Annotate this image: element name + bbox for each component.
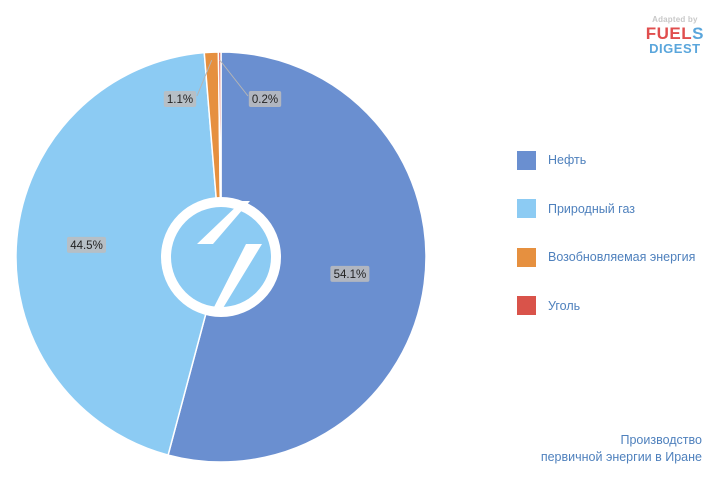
legend-item-natural-gas[interactable]: Природный газ [517,199,695,219]
legend-item-oil[interactable]: Нефть [517,150,695,170]
legend-label-coal: Уголь [548,298,581,313]
legend-swatch-natural-gas [517,199,536,218]
logo-fuel-text: FUELS [646,25,704,42]
legend-swatch-renewable [517,247,536,267]
legend-item-coal[interactable]: Уголь [517,296,695,316]
legend-item-renewable[interactable]: Возобновляемая энергия [517,247,695,267]
pie-slice-natural-gas [15,51,222,456]
caption-line-2: первичной энергии в Иране [540,450,702,464]
legend-label-oil: Нефть [548,153,587,167]
logo-s-letter: S [692,24,704,43]
legend-swatch-oil [517,150,536,170]
logo-digest-text: DIGEST [649,41,701,56]
data-label-bg-oil [330,265,370,282]
logo-adapted-text: Adapted by [652,15,698,24]
bolt-logo-icon [197,201,262,313]
pie-slice-oil [167,51,427,463]
legend-label-renewable: Возобновляемая энергия [548,250,696,264]
fuel-digest-logo: Adapted by FUELS DIGEST [646,15,704,56]
caption-line-1: Производство [620,433,702,447]
leader-line-renewable [196,60,213,97]
data-label-bg-renewable [163,91,197,107]
leader-line-coal [219,59,249,97]
data-label-natural-gas: 44.5% [70,240,103,252]
center-logo-disc [171,207,271,307]
chart-caption: Производство первичной энергии в Иране [541,432,702,466]
logo-fuel-word: FUEL [645,24,693,43]
data-label-renewable: 1.1% [167,94,193,106]
data-label-oil: 54.1% [334,269,367,281]
legend-label-natural-gas: Природный газ [548,201,636,216]
legend-swatch-coal [517,296,536,315]
chart-legend: Нефть Природный газ Возобновляемая энерг… [517,150,695,344]
data-label-bg-natural-gas [67,236,106,253]
data-label-bg-coal [248,91,282,107]
data-label-coal: 0.2% [252,94,278,106]
